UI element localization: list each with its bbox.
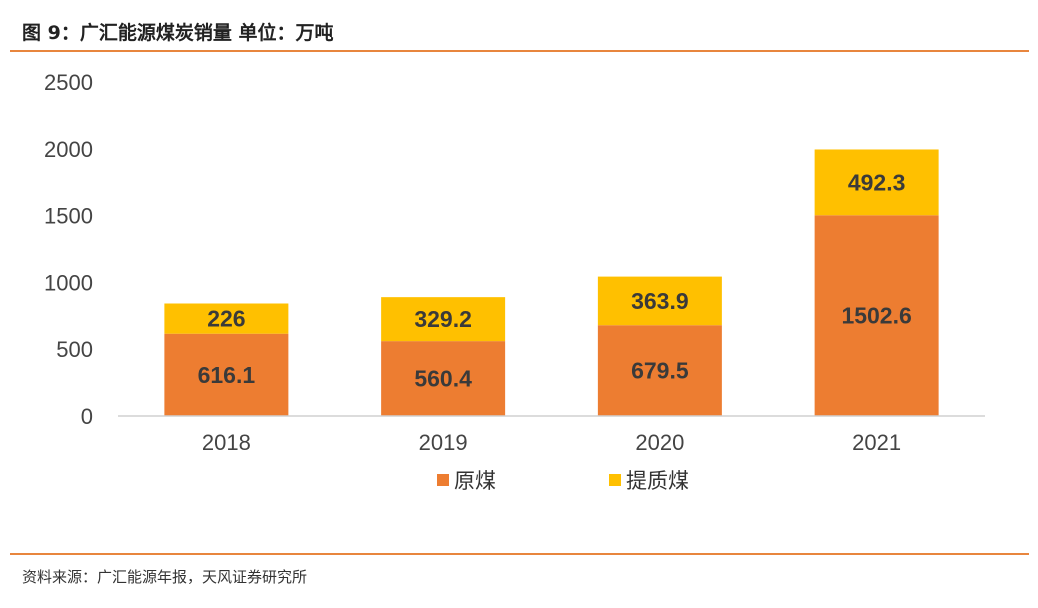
bar-upgraded-coal-2018	[164, 303, 289, 334]
bar-upgraded-coal-2020	[597, 276, 722, 326]
y-tick-label: 2000	[44, 137, 93, 162]
data-label: 492.3	[848, 169, 906, 195]
legend-raw-coal-swatch	[437, 474, 449, 486]
legend-raw-coal-label: 原煤	[454, 469, 496, 493]
data-label: 329.2	[414, 306, 472, 332]
x-tick-label: 2018	[202, 430, 251, 455]
bar-raw-coal-2021	[814, 215, 939, 416]
y-axis: 0 500 1000 1500 2000 2500	[44, 70, 93, 429]
bottom-rule	[10, 553, 1029, 555]
data-label: 560.4	[414, 366, 472, 392]
legend-upgraded-coal-swatch	[609, 474, 621, 486]
bars: 616.1 226 560.4 329.2 679.5 363.9 1502.6 492.3	[164, 149, 939, 416]
legend: 原煤 提质煤	[437, 469, 689, 493]
y-tick-label: 500	[56, 337, 93, 362]
bar-raw-coal-2018	[164, 333, 289, 416]
data-label: 616.1	[198, 362, 256, 388]
bar-upgraded-coal-2021	[814, 149, 939, 216]
data-label: 363.9	[631, 288, 689, 314]
top-rule	[10, 50, 1029, 52]
x-tick-label: 2019	[419, 430, 468, 455]
source-note: 资料来源：广汇能源年报，天风证券研究所	[22, 568, 308, 586]
x-tick-label: 2021	[852, 430, 901, 455]
y-tick-label: 0	[81, 404, 93, 429]
y-tick-label: 2500	[44, 70, 93, 95]
data-label: 679.5	[631, 358, 689, 384]
bar-upgraded-coal-2019	[381, 297, 506, 342]
bar-raw-coal-2019	[381, 341, 506, 416]
data-label: 1502.6	[841, 303, 911, 329]
y-tick-label: 1500	[44, 204, 93, 229]
x-tick-label: 2020	[635, 430, 684, 455]
x-axis: 2018 2019 2020 2021	[118, 415, 985, 455]
y-tick-label: 1000	[44, 270, 93, 295]
chart-title: 图 9：广汇能源煤炭销量 单位：万吨	[22, 22, 334, 44]
legend-upgraded-coal-label: 提质煤	[626, 469, 689, 493]
bar-raw-coal-2020	[597, 325, 722, 416]
data-label: 226	[207, 306, 245, 332]
